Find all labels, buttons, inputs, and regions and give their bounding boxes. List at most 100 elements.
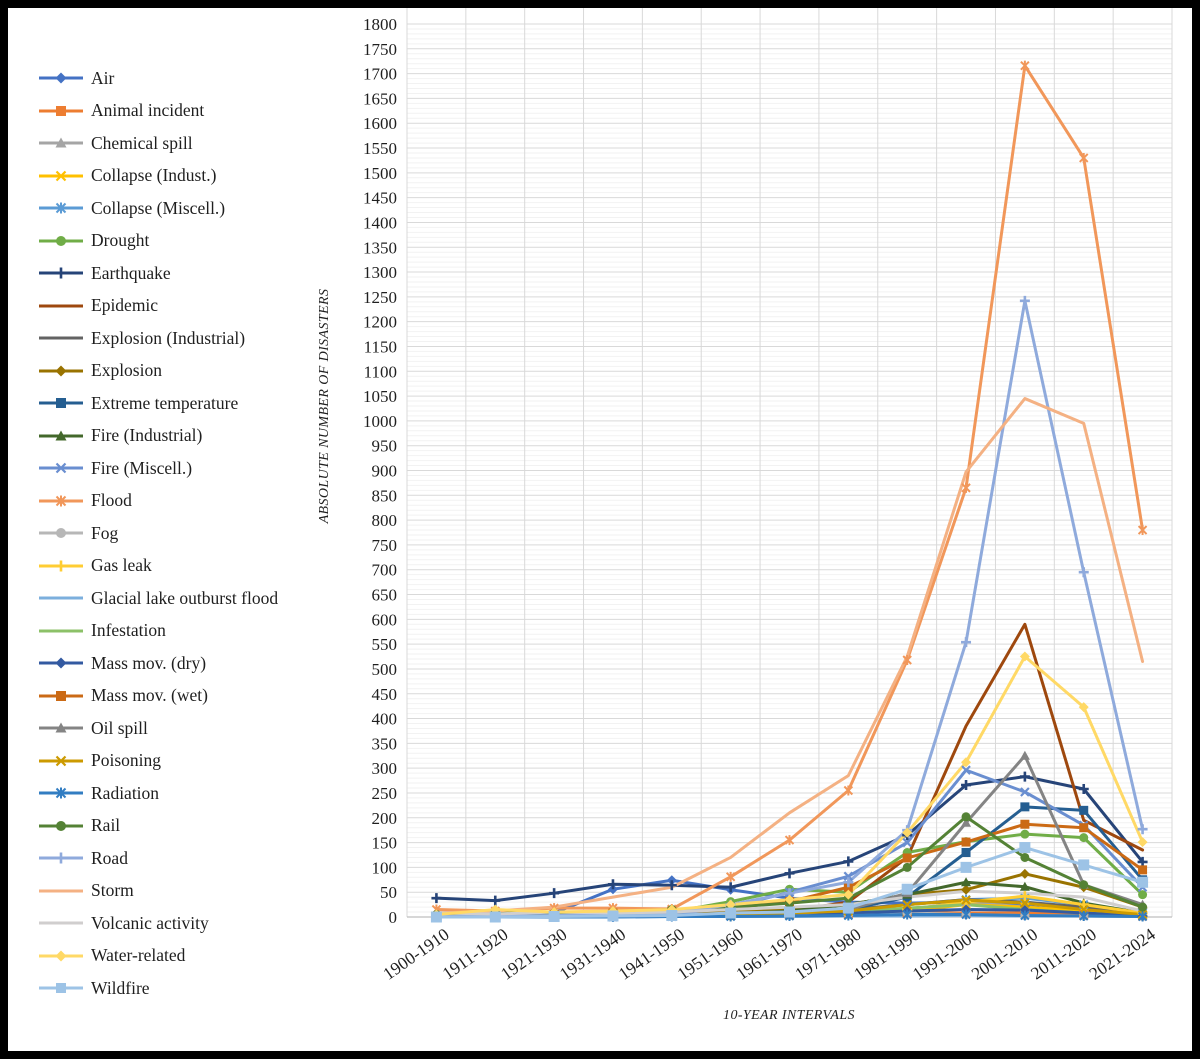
y-tick-label: 1100 <box>364 362 397 381</box>
y-tick-label: 850 <box>372 486 398 505</box>
y-tick-label: 1500 <box>363 164 397 183</box>
y-tick-label: 1150 <box>364 337 397 356</box>
legend-swatch-fire-miscell-icon <box>39 462 83 474</box>
y-tick-label: 1550 <box>363 139 397 158</box>
legend-swatch-explosion-icon <box>39 365 83 377</box>
legend-label-poisoning: Poisoning <box>91 750 162 771</box>
series-markers-earthquake <box>431 771 1148 906</box>
y-tick-label: 0 <box>389 908 398 927</box>
legend-item-oil-spill: Oil spill <box>38 712 338 745</box>
legend-item-animal-incident: Animal incident <box>38 95 338 128</box>
y-tick-label: 600 <box>372 610 398 629</box>
legend-label-air: Air <box>91 67 115 88</box>
x-tick-label: 1921-1930 <box>497 924 571 984</box>
legend-item-collapse-miscell: Collapse (Miscell.) <box>38 192 338 225</box>
legend-swatch-glacial-lake-outburst-flood-icon <box>39 596 83 600</box>
legend-item-mass-mov-wet: Mass mov. (wet) <box>38 680 338 713</box>
legend-item-water-related: Water-related <box>38 940 338 973</box>
legend-item-extreme-temperature: Extreme temperature <box>38 387 338 420</box>
legend-swatch-collapse-miscell-icon <box>39 202 83 214</box>
legend-item-glacial-lake-outburst-flood: Glacial lake outburst flood <box>38 582 338 615</box>
legend-item-radiation: Radiation <box>38 777 338 810</box>
legend-label-collapse-miscell: Collapse (Miscell.) <box>91 197 226 218</box>
legend-item-chemical-spill: Chemical spill <box>38 127 338 160</box>
legend-item-epidemic: Epidemic <box>38 290 338 323</box>
legend-swatch-extreme-temperature-icon <box>39 398 83 409</box>
legend-label-collapse-indust: Collapse (Indust.) <box>91 165 217 186</box>
legend-item-storm: Storm <box>38 875 338 908</box>
x-tick-label: 2021-2024 <box>1085 924 1159 984</box>
legend-swatch-drought-icon <box>39 235 83 246</box>
legend-swatch-mass-mov-wet-icon <box>39 690 83 701</box>
legend-label-explosion-industrial: Explosion (Industrial) <box>91 327 246 348</box>
y-tick-label: 1000 <box>363 412 397 431</box>
x-tick-label: 1931-1940 <box>556 924 630 984</box>
legend-swatch-chemical-spill-icon <box>39 137 83 148</box>
legend-swatch-animal-incident-icon <box>39 105 83 116</box>
legend-label-earthquake: Earthquake <box>91 262 171 283</box>
y-tick-label: 400 <box>372 710 398 729</box>
y-tick-label: 1650 <box>363 89 397 108</box>
series-markers-water-related <box>431 651 1148 920</box>
y-tick-label: 150 <box>372 834 398 853</box>
legend-label-water-related: Water-related <box>91 945 186 966</box>
x-axis-title: 10-YEAR INTERVALS <box>723 1008 855 1023</box>
legend-item-infestation: Infestation <box>38 615 338 648</box>
legend-swatch-collapse-indust-icon <box>39 170 83 182</box>
legend-label-fire-miscell: Fire (Miscell.) <box>91 457 193 478</box>
disasters-line-chart: 0 50 100 150 200 250 300 350 400 450 500 550 600 650 7… <box>363 8 1173 984</box>
legend-label-fire-industrial: Fire (Industrial) <box>91 425 203 446</box>
legend-swatch-poisoning-icon <box>39 755 83 767</box>
legend-label-road: Road <box>91 847 128 868</box>
legend-label-chemical-spill: Chemical spill <box>91 132 193 153</box>
legend-swatch-earthquake-icon <box>39 267 83 279</box>
y-tick-label: 1050 <box>363 387 397 406</box>
legend-label-radiation: Radiation <box>91 782 160 803</box>
legend-label-flood: Flood <box>91 490 132 511</box>
legend-swatch-air-icon <box>39 72 83 84</box>
legend-label-fog: Fog <box>91 522 119 543</box>
legend-item-explosion: Explosion <box>38 355 338 388</box>
y-tick-label: 200 <box>372 809 398 828</box>
y-axis-title: ABSOLUTE NUMBER OF DISASTERS <box>317 288 332 524</box>
legend-item-earthquake: Earthquake <box>38 257 338 290</box>
legend-label-rail: Rail <box>91 815 121 836</box>
y-tick-label: 500 <box>372 660 398 679</box>
legend-item-explosion-industrial: Explosion (Industrial) <box>38 322 338 355</box>
legend-item-flood: Flood <box>38 485 338 518</box>
y-tick-label: 950 <box>372 437 398 456</box>
y-tick-label: 50 <box>380 883 397 902</box>
y-tick-label: 700 <box>372 561 398 580</box>
legend-label-wildfire: Wildfire <box>91 977 150 998</box>
legend-swatch-fog-icon <box>39 528 83 539</box>
y-tick-label: 1450 <box>363 189 397 208</box>
legend-item-rail: Rail <box>38 810 338 843</box>
legend-item-fire-miscell: Fire (Miscell.) <box>38 452 338 485</box>
x-tick-label: 1971-1980 <box>791 924 865 984</box>
y-tick-label: 1200 <box>363 313 397 332</box>
legend-item-poisoning: Poisoning <box>38 745 338 778</box>
legend-item-fire-industrial: Fire (Industrial) <box>38 420 338 453</box>
legend-swatch-epidemic-icon <box>39 304 83 308</box>
legend-swatch-road-icon <box>39 852 83 864</box>
legend-item-road: Road <box>38 842 338 875</box>
legend-swatch-radiation-icon <box>39 787 83 799</box>
legend-swatch-wildfire-icon <box>39 983 83 994</box>
y-tick-label: 250 <box>372 784 398 803</box>
legend-label-drought: Drought <box>91 230 150 251</box>
y-tick-label: 1250 <box>363 288 397 307</box>
x-tick-label: 1981-1990 <box>850 924 924 984</box>
legend-label-glacial-lake-outburst-flood: Glacial lake outburst flood <box>91 587 279 608</box>
legend-swatch-volcanic-activity-icon <box>39 921 83 925</box>
y-tick-label: 900 <box>372 462 398 481</box>
legend-item-fog: Fog <box>38 517 338 550</box>
legend-item-air: Air <box>38 62 338 95</box>
legend-swatch-water-related-icon <box>39 950 83 962</box>
legend-swatch-rail-icon <box>39 820 83 831</box>
y-tick-label: 650 <box>372 586 398 605</box>
legend-label-oil-spill: Oil spill <box>91 717 148 738</box>
y-tick-label: 1300 <box>363 263 397 282</box>
y-tick-label: 1600 <box>363 114 397 133</box>
y-tick-label: 800 <box>372 511 398 530</box>
